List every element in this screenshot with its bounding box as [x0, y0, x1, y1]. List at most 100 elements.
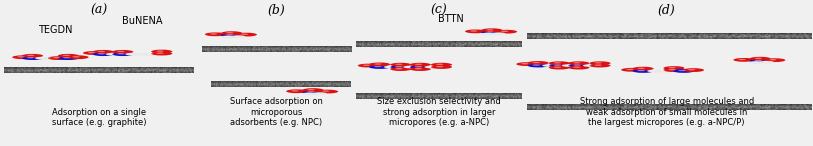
Circle shape — [145, 53, 159, 55]
Circle shape — [148, 53, 154, 54]
Circle shape — [415, 68, 422, 69]
Circle shape — [637, 68, 645, 69]
Circle shape — [128, 53, 134, 54]
Text: BTTN: BTTN — [438, 14, 464, 24]
Circle shape — [138, 53, 144, 54]
Circle shape — [35, 57, 50, 59]
Circle shape — [481, 28, 502, 32]
Circle shape — [156, 51, 163, 52]
Circle shape — [431, 65, 452, 69]
Circle shape — [374, 63, 381, 65]
Circle shape — [750, 59, 771, 63]
Circle shape — [565, 65, 571, 66]
Circle shape — [221, 31, 242, 35]
Text: (c): (c) — [431, 4, 447, 17]
Circle shape — [322, 91, 329, 92]
Circle shape — [210, 33, 217, 35]
Circle shape — [663, 68, 685, 72]
Circle shape — [236, 33, 257, 36]
Circle shape — [594, 65, 602, 66]
Circle shape — [431, 63, 452, 67]
Circle shape — [486, 29, 493, 31]
Circle shape — [668, 69, 676, 70]
Circle shape — [98, 51, 105, 52]
Circle shape — [749, 61, 763, 64]
Circle shape — [501, 31, 508, 32]
Text: Surface adsorption on
microporous
adsorbents (e.g. NPC): Surface adsorption on microporous adsorb… — [230, 97, 323, 127]
Circle shape — [395, 68, 402, 69]
Circle shape — [112, 50, 133, 54]
Circle shape — [573, 65, 580, 66]
Circle shape — [589, 61, 611, 65]
Circle shape — [769, 59, 776, 60]
Circle shape — [312, 92, 327, 95]
Text: (d): (d) — [658, 4, 676, 17]
Circle shape — [410, 63, 431, 67]
Circle shape — [754, 60, 762, 61]
Circle shape — [307, 91, 315, 93]
Circle shape — [733, 58, 754, 62]
Circle shape — [650, 70, 656, 71]
Circle shape — [573, 62, 580, 64]
Circle shape — [302, 93, 316, 95]
Circle shape — [395, 66, 402, 67]
Circle shape — [484, 33, 489, 34]
Circle shape — [22, 56, 43, 60]
Circle shape — [763, 61, 768, 62]
Circle shape — [43, 57, 58, 59]
Text: Size exclusion selectivity and
strong adsorption in larger
micropores (e.g. a-NP: Size exclusion selectivity and strong ad… — [377, 97, 501, 127]
Circle shape — [480, 33, 495, 35]
Circle shape — [428, 66, 433, 67]
Circle shape — [410, 67, 431, 71]
Circle shape — [390, 67, 411, 71]
Circle shape — [83, 51, 104, 55]
Circle shape — [678, 70, 685, 71]
Circle shape — [291, 90, 298, 92]
Circle shape — [53, 57, 60, 58]
Circle shape — [688, 69, 695, 70]
Circle shape — [657, 70, 672, 72]
Circle shape — [660, 70, 666, 71]
Circle shape — [151, 52, 172, 55]
Circle shape — [220, 36, 235, 38]
Circle shape — [406, 66, 412, 67]
Circle shape — [317, 90, 338, 93]
Circle shape — [305, 93, 311, 94]
Circle shape — [594, 62, 602, 64]
Circle shape — [63, 55, 70, 56]
Circle shape — [27, 57, 34, 58]
Circle shape — [562, 64, 576, 67]
Circle shape — [764, 58, 785, 62]
Circle shape — [98, 53, 105, 54]
Circle shape — [568, 64, 589, 67]
Circle shape — [221, 33, 242, 37]
Circle shape — [307, 89, 315, 90]
Circle shape — [403, 66, 418, 68]
Circle shape — [93, 50, 114, 54]
Circle shape — [750, 57, 771, 61]
Circle shape — [17, 56, 24, 58]
Circle shape — [481, 31, 502, 34]
Circle shape — [374, 66, 381, 67]
Circle shape — [549, 64, 570, 67]
Circle shape — [752, 62, 758, 63]
Circle shape — [754, 58, 762, 59]
Circle shape — [424, 66, 439, 68]
Circle shape — [112, 52, 133, 56]
Circle shape — [738, 59, 746, 60]
Circle shape — [621, 68, 642, 72]
Circle shape — [205, 32, 226, 36]
Circle shape — [358, 64, 379, 67]
Circle shape — [226, 34, 233, 36]
Circle shape — [549, 66, 570, 69]
Circle shape — [46, 57, 52, 58]
Circle shape — [410, 65, 431, 69]
Circle shape — [58, 56, 79, 60]
Circle shape — [554, 65, 561, 66]
Circle shape — [491, 32, 506, 35]
Circle shape — [415, 64, 422, 65]
Circle shape — [663, 66, 685, 70]
Circle shape — [583, 64, 598, 67]
Circle shape — [436, 66, 443, 67]
Circle shape — [554, 62, 561, 64]
